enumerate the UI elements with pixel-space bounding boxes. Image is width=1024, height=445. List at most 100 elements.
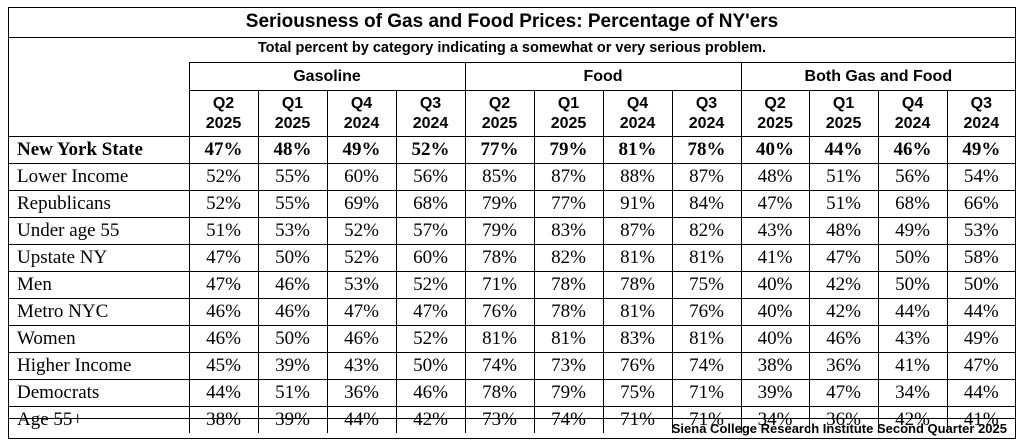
value-cell: 79% [533,379,604,407]
value-cell: 40% [740,298,810,326]
value-cell: 81% [602,244,673,272]
quarter-year: 2024 [619,114,656,132]
value-cell: 38% [188,406,258,433]
value-cell: 81% [602,298,673,326]
value-cell: 71% [602,406,673,433]
value-cell: 49% [946,325,1016,353]
value-cell: 54% [946,163,1016,191]
row-label: Republicans [9,190,189,218]
quarter-label: Q1 [832,94,855,112]
value-cell: 49% [877,217,948,245]
value-cell: 81% [671,325,742,353]
quarter-header: Q2 2025 [464,90,535,137]
value-cell: 47% [395,298,466,326]
table-row: Republicans 52% 55% 69% 68% 79% 77% 91% 84% 47% 51… [9,190,1016,218]
value-cell: 55% [257,190,327,218]
value-cell: 57% [395,217,466,245]
quarter-year: 2025 [274,114,311,132]
value-cell: 58% [946,244,1016,272]
value-cell: 85% [464,163,535,191]
value-cell: 53% [257,217,327,245]
value-cell: 42% [808,271,879,299]
value-cell: 50% [257,244,327,272]
value-cell: 68% [395,190,466,218]
row-label: Age 55+ [9,406,189,433]
table-row: New York State 47% 48% 49% 52% 77% 79% 81% 78% 40… [9,136,1016,164]
value-cell: 71% [464,271,535,299]
quarter-label: Q2 [764,94,786,112]
value-cell: 52% [395,271,466,299]
value-cell: 41% [740,244,810,272]
table-row: Women 46% 50% 46% 52% 81% 81% 83% 81% 40% 46% 43% 49… [9,325,1016,353]
value-cell: 45% [188,352,258,380]
value-cell: 52% [188,190,258,218]
value-cell: 53% [946,217,1016,245]
value-cell: 42% [808,298,879,326]
value-cell: 83% [602,325,673,353]
value-cell: 43% [740,217,810,245]
value-cell: 44% [946,379,1016,407]
value-cell: 78% [671,136,742,164]
value-cell: 42% [395,406,466,433]
value-cell: 50% [877,244,948,272]
value-cell: 91% [602,190,673,218]
value-cell: 79% [533,136,604,164]
quarter-year: 2024 [894,114,931,132]
value-cell: 47% [326,298,396,326]
value-cell: 74% [533,406,604,433]
value-cell: 74% [464,352,535,380]
value-cell: 56% [395,163,466,191]
value-cell: 82% [671,217,742,245]
quarter-header: Q4 2024 [602,90,673,137]
value-cell: 38% [740,352,810,380]
quarter-header: Q1 2025 [257,90,327,137]
value-cell: 50% [257,325,327,353]
value-cell: 78% [602,271,673,299]
value-cell: 79% [464,190,535,218]
quarter-header: Q4 2024 [326,90,396,137]
source-divider [9,418,1015,419]
value-cell: 78% [464,379,535,407]
value-cell: 75% [602,379,673,407]
value-cell: 46% [257,271,327,299]
value-cell: 44% [877,298,948,326]
table-row: Men 47% 46% 53% 52% 71% 78% 78% 75% 40% 42% 50% 50% [9,271,1016,299]
value-cell: 55% [257,163,327,191]
quarter-header: Q2 2025 [188,90,258,137]
value-cell: 71% [671,406,742,433]
value-cell: 40% [740,325,810,353]
value-cell: 46% [395,379,466,407]
quarter-year: 2025 [757,114,793,132]
title-divider [9,37,1015,38]
quarter-year: 2024 [963,114,1000,132]
value-cell: 47% [946,352,1016,380]
value-cell: 60% [395,244,466,272]
value-cell: 41% [946,406,1016,433]
value-cell: 84% [671,190,742,218]
value-cell: 34% [877,379,948,407]
quarter-header: Q2 2025 [740,90,810,137]
table-title: Seriousness of Gas and Food Prices: Perc… [245,11,779,32]
value-cell: 46% [326,325,396,353]
quarter-label: Q2 [212,94,235,112]
quarter-label: Q4 [626,94,649,112]
quarter-year: 2024 [412,114,449,132]
value-cell: 46% [257,298,327,326]
value-cell: 46% [808,325,879,353]
value-cell: 79% [464,217,535,245]
table-row: Metro NYC 46% 46% 47% 47% 76% 78% 81% 76% 40% 42% 4… [9,298,1016,326]
value-cell: 51% [188,217,258,245]
table-row: Democrats 44% 51% 36% 46% 78% 79% 75% 71% 39% 47% 3… [9,379,1016,407]
value-cell: 41% [877,352,948,380]
value-cell: 75% [671,271,742,299]
quarter-label: Q3 [970,94,992,112]
value-cell: 47% [808,379,879,407]
source-note: Siena College Research Institute Second … [671,421,1007,436]
table-frame: Seriousness of Gas and Food Prices: Perc… [8,7,1016,439]
value-cell: 36% [326,379,396,407]
quarter-header: Q3 2024 [395,90,466,137]
value-cell: 73% [533,352,604,380]
value-cell: 40% [740,136,810,164]
value-cell: 81% [671,244,742,272]
value-cell: 51% [257,379,327,407]
